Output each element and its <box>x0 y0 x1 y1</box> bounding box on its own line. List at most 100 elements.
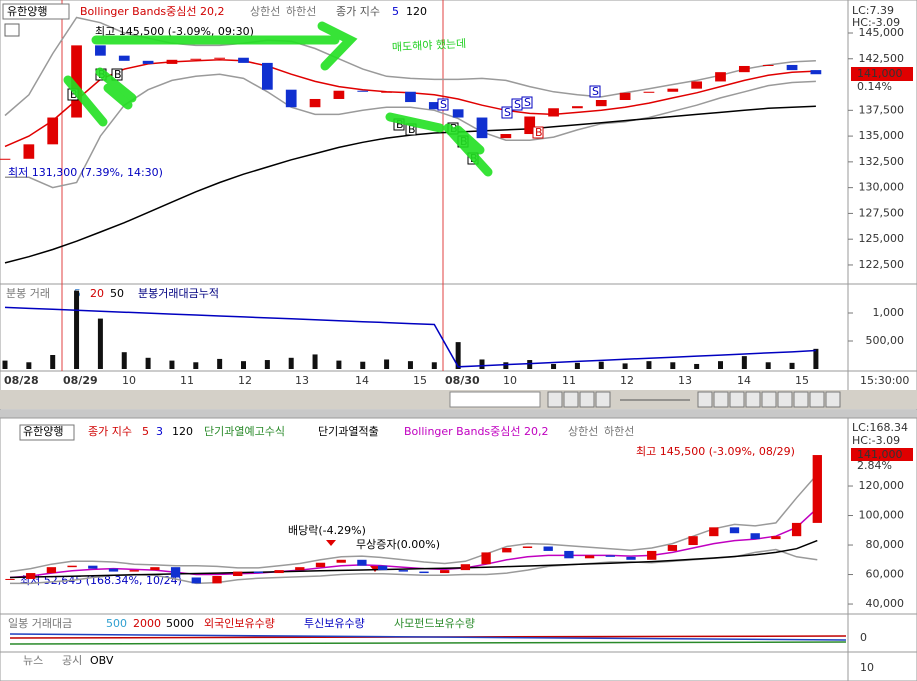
chart-layer <box>0 16 822 585</box>
candle <box>643 91 655 93</box>
volume-bar <box>193 362 199 369</box>
sell-signal: S <box>521 96 533 109</box>
candle <box>688 536 698 546</box>
bonus-note: 무상증자(0.00%) <box>356 538 440 551</box>
toolbar-buttons[interactable] <box>547 391 841 408</box>
volume-bar <box>407 361 413 369</box>
date-label: 08/30 <box>445 374 480 387</box>
sell-signal: S <box>437 98 449 111</box>
signal-label: B <box>535 126 543 139</box>
date-label: 12 <box>620 374 634 387</box>
sub-axis-label: 10 <box>860 661 874 674</box>
candle <box>595 100 607 107</box>
scroll-thumb[interactable] <box>449 391 541 408</box>
legend-item: 공시 <box>62 654 82 667</box>
candle <box>377 565 388 571</box>
volume-bar <box>241 361 246 369</box>
candle <box>605 555 615 557</box>
legend-item: 상한선 <box>250 5 280 18</box>
stock-button[interactable] <box>2 3 70 20</box>
candle <box>170 567 181 578</box>
volume-bar <box>574 362 580 369</box>
candle <box>810 70 822 75</box>
candle <box>460 564 471 571</box>
low-note: 최저 131,300 (7.39%, 14:30) <box>8 166 163 179</box>
volume-bar <box>50 355 56 369</box>
volume-bar <box>169 360 175 369</box>
hc-label: HC:-3.09 <box>852 434 900 447</box>
candle <box>285 89 297 108</box>
grid-icon[interactable] <box>4 23 20 37</box>
date-label: 12 <box>238 374 252 387</box>
candle <box>647 550 657 560</box>
candle <box>150 567 160 571</box>
time-label: 15:30:00 <box>860 374 909 387</box>
candle <box>548 108 559 117</box>
date-label: 11 <box>180 374 194 387</box>
y-tick-label: 80,000 <box>866 538 905 551</box>
sub-axis-label: 0 <box>860 631 867 644</box>
candle <box>129 570 139 572</box>
candle <box>295 567 305 571</box>
candle <box>309 98 321 108</box>
candle <box>500 134 512 139</box>
signal-label: B <box>408 123 416 136</box>
volume-bar <box>503 362 509 369</box>
volume-bar <box>312 354 318 369</box>
candle <box>709 527 719 537</box>
date-label: 15 <box>795 374 809 387</box>
volume-bar <box>217 358 223 369</box>
volume-bar <box>622 363 628 369</box>
volume-legend: 분봉 거래 <box>6 287 50 300</box>
legend-item: 사모펀드보유수량 <box>394 617 475 630</box>
volume-bar <box>2 360 8 369</box>
current-price: 141,000 <box>857 67 903 80</box>
candle <box>357 90 369 92</box>
signal-label: S <box>514 98 521 111</box>
volume-bar <box>264 360 270 369</box>
candle <box>440 570 450 574</box>
candle <box>619 92 631 101</box>
volume-bar <box>455 342 461 369</box>
candle <box>691 81 703 89</box>
legend-item: 5 <box>392 5 399 18</box>
volume-bar <box>336 360 342 369</box>
sub-legend: 일봉 거래대금 500 2000 5000 외국인보유수량 투신보유수량 사모펀… <box>8 616 874 674</box>
legend-item: 종가 지수 <box>88 425 132 438</box>
candle <box>419 571 429 574</box>
candle <box>524 116 536 135</box>
legend-item: 단기과열예고수식 <box>204 425 285 438</box>
candle <box>522 546 533 548</box>
candle <box>572 106 583 109</box>
stock-button[interactable] <box>19 424 75 441</box>
candle <box>762 64 774 66</box>
legend-item: 5000 <box>166 617 194 630</box>
volume-bar <box>694 363 700 369</box>
candle <box>261 62 273 90</box>
signal-label: B <box>70 88 78 101</box>
y-tick-label: 145,000 <box>859 26 905 39</box>
sell-signal: S <box>501 106 513 119</box>
lc-label: LC:168.34 <box>852 421 908 434</box>
volume-bar <box>598 361 604 369</box>
signal-label: S <box>524 96 531 109</box>
date-row: 08/28 08/29 10 11 12 13 14 15 08/30 10 1… <box>4 374 909 387</box>
volume-bar <box>551 363 557 369</box>
volume-bar <box>121 352 127 369</box>
y-tick-label: 132,500 <box>859 155 905 168</box>
volume-legend: 20 <box>90 287 104 300</box>
candle <box>274 570 284 574</box>
y-tick-label: 100,000 <box>859 509 905 522</box>
volume-bar <box>527 360 533 369</box>
candle <box>750 533 760 540</box>
candle <box>233 571 243 577</box>
candle <box>23 144 35 159</box>
candle <box>786 64 798 71</box>
volume-bar <box>431 362 437 369</box>
date-label: 13 <box>678 374 692 387</box>
y-tick-label: 1,000 <box>873 306 905 319</box>
legend-item: OBV <box>90 654 114 667</box>
high-note: 최고 145,500 (-3.09%, 08/29) <box>636 445 795 458</box>
candle <box>543 546 553 551</box>
